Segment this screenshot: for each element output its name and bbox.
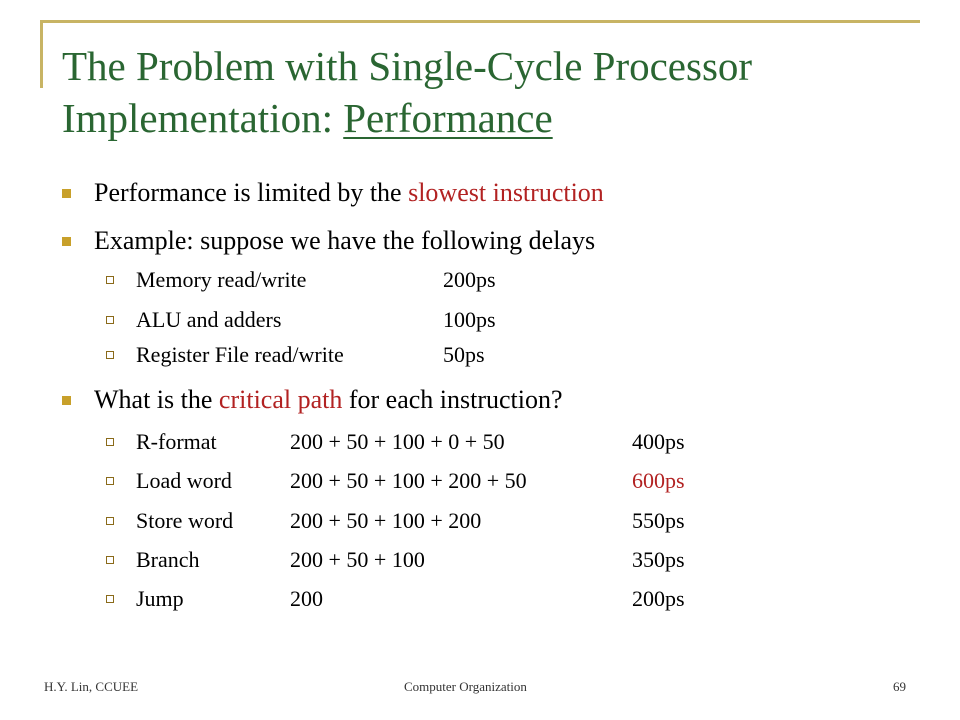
- bullet-text: Example: suppose we have the following d…: [94, 226, 596, 255]
- footer-page-number: 69: [893, 679, 906, 694]
- path-instruction: Branch: [136, 547, 200, 572]
- path-total: 550ps: [632, 508, 685, 533]
- hollow-square-bullet-icon: [106, 276, 114, 284]
- path-instruction: Jump: [136, 586, 184, 611]
- delay-value: 100ps: [443, 307, 496, 332]
- title-frame-left-rule: [40, 20, 43, 88]
- path-total: 200ps: [632, 586, 685, 611]
- hollow-square-bullet-icon: [106, 517, 114, 525]
- path-total-highlighted: 600ps: [632, 468, 685, 493]
- hollow-square-bullet-icon: [106, 477, 114, 485]
- slide-title: The Problem with Single-Cycle Processor …: [62, 40, 942, 144]
- path-instruction: Store word: [136, 508, 234, 533]
- delay-row: Register File read/write 50ps: [106, 342, 806, 368]
- delay-label: Memory read/write: [136, 267, 307, 292]
- bullet-text-after: for each instruction?: [342, 385, 563, 414]
- path-sum: 200: [290, 586, 323, 611]
- title-line-2: Implementation: Performance: [62, 92, 942, 144]
- square-bullet-icon: [62, 237, 71, 246]
- path-row: R-format 200 + 50 + 100 + 0 + 50 400ps: [106, 429, 806, 455]
- path-row: Jump 200 200ps: [106, 586, 806, 612]
- hollow-square-bullet-icon: [106, 438, 114, 446]
- bullet-text: Performance is limited by the: [94, 178, 409, 207]
- hollow-square-bullet-icon: [106, 556, 114, 564]
- square-bullet-icon: [62, 396, 71, 405]
- footer-course: Computer Organization: [404, 679, 527, 694]
- path-row: Store word 200 + 50 + 100 + 200 550ps: [106, 508, 806, 534]
- path-row: Load word 200 + 50 + 100 + 200 + 50 600p…: [106, 468, 806, 494]
- title-line-2-prefix: Implementation:: [62, 95, 344, 141]
- hollow-square-bullet-icon: [106, 351, 114, 359]
- title-line-1: The Problem with Single-Cycle Processor: [62, 43, 753, 89]
- path-sum: 200 + 50 + 100: [290, 547, 425, 572]
- path-row: Branch 200 + 50 + 100 350ps: [106, 547, 806, 573]
- bullet-text-before: What is the: [94, 385, 219, 414]
- path-instruction: R-format: [136, 429, 217, 454]
- path-total: 400ps: [632, 429, 685, 454]
- delay-label: ALU and adders: [136, 307, 282, 332]
- hollow-square-bullet-icon: [106, 595, 114, 603]
- path-sum: 200 + 50 + 100 + 200 + 50: [290, 468, 527, 493]
- square-bullet-icon: [62, 189, 71, 198]
- path-total: 350ps: [632, 547, 685, 572]
- title-underlined-word: Performance: [343, 95, 553, 141]
- delay-row: ALU and adders 100ps: [106, 307, 806, 333]
- highlight-critical-path: critical path: [218, 385, 343, 414]
- path-instruction: Load word: [136, 468, 232, 493]
- title-frame-top-rule: [40, 20, 920, 23]
- delay-value: 50ps: [443, 342, 485, 367]
- delay-label: Register File read/write: [136, 342, 344, 367]
- hollow-square-bullet-icon: [106, 316, 114, 324]
- delay-row: Memory read/write 200ps: [106, 267, 806, 293]
- footer-author: H.Y. Lin, CCUEE: [44, 679, 139, 694]
- highlight-slowest-instruction: slowest instruction: [408, 178, 604, 207]
- delay-value: 200ps: [443, 267, 496, 292]
- path-sum: 200 + 50 + 100 + 0 + 50: [290, 429, 505, 454]
- path-sum: 200 + 50 + 100 + 200: [290, 508, 482, 533]
